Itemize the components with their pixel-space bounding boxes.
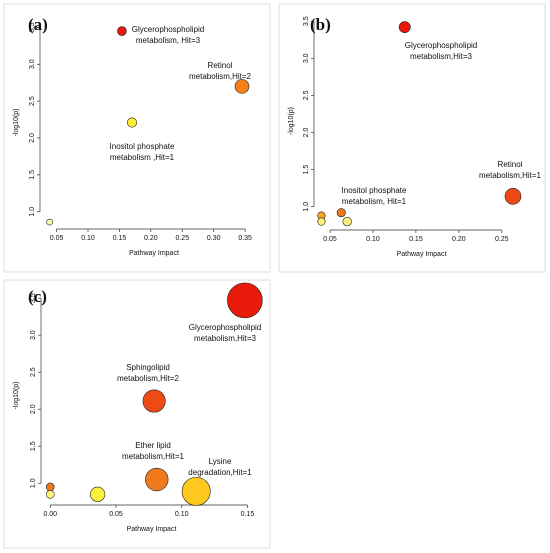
annotation: Glycerophospholipid xyxy=(189,323,262,332)
annotation: metabolism,Hit=3 xyxy=(194,334,257,343)
panel-title: (c) xyxy=(28,287,47,306)
x-tick-label: 0.35 xyxy=(238,235,252,242)
bubble xyxy=(234,79,250,94)
annotation: Inositol phosphate xyxy=(342,186,407,195)
y-tick-label: 1.0 xyxy=(30,478,37,488)
y-axis-label: -log10(p) xyxy=(288,107,295,135)
panel-frame xyxy=(278,3,546,273)
annotation: Inositol phosphate xyxy=(110,142,175,151)
y-tick-label: 3.5 xyxy=(303,16,310,26)
y-tick-label: 3.0 xyxy=(303,53,310,63)
bubble xyxy=(342,216,352,227)
annotation: Glycerophospholipid xyxy=(405,41,478,50)
x-tick-label: 0.15 xyxy=(113,235,127,242)
y-tick-label: 3.0 xyxy=(29,59,36,69)
panel: 0.00 0.05 0.10 0.15 1.0 1.5 2.0 2.5 3.0 3.5 Pathwa… xyxy=(3,279,271,549)
annotation: Lysine xyxy=(209,457,232,466)
x-tick-label: 0.20 xyxy=(144,235,158,242)
annotation: metabolism,Hit=3 xyxy=(410,52,473,61)
y-tick-label: 1.5 xyxy=(29,170,36,180)
y-tick-label: 3.0 xyxy=(30,330,37,340)
bubble xyxy=(398,21,411,34)
x-tick-label: 0.00 xyxy=(43,511,57,518)
y-tick-label: 1.5 xyxy=(30,441,37,451)
panel-title: (b) xyxy=(310,15,331,34)
x-tick-label: 0.20 xyxy=(452,236,466,243)
y-tick-label: 2.5 xyxy=(29,96,36,106)
x-tick-label: 0.30 xyxy=(207,235,221,242)
panel-title: (a) xyxy=(28,15,48,34)
x-tick-label: 0.15 xyxy=(409,236,423,243)
y-tick-label: 3.5 xyxy=(29,22,36,32)
y-axis-label: -log10(p) xyxy=(13,108,20,136)
y-tick-label: 2.0 xyxy=(29,133,36,143)
annotation: Ether lipid xyxy=(135,441,171,450)
bubble xyxy=(181,476,211,506)
x-axis-label: Pathway Impact xyxy=(397,251,447,258)
annotation: metabolism,Hit=2 xyxy=(189,72,252,81)
annotation: metabolism ,Hit=1 xyxy=(110,153,175,162)
bubble xyxy=(90,486,106,502)
annotation: degradation,Hit=1 xyxy=(188,468,252,477)
x-tick-label: 0.25 xyxy=(495,236,509,243)
annotation: metabolism,Hit=1 xyxy=(479,171,542,180)
x-tick-label: 0.10 xyxy=(81,235,95,242)
y-tick-label: 3.5 xyxy=(30,293,37,303)
y-tick-label: 2.5 xyxy=(303,90,310,100)
x-tick-label: 0.10 xyxy=(366,236,380,243)
y-tick-label: 2.0 xyxy=(303,128,310,138)
y-tick-label: 1.5 xyxy=(303,165,310,175)
bubble xyxy=(45,490,55,499)
bubble xyxy=(227,282,263,319)
x-tick-label: 0.05 xyxy=(50,235,64,242)
annotation: metabolism, Hit=3 xyxy=(136,36,201,45)
bubble xyxy=(142,389,166,413)
annotation: Retinol xyxy=(208,61,233,70)
bubble xyxy=(317,217,326,226)
y-tick-label: 2.5 xyxy=(30,367,37,377)
y-tick-label: 1.0 xyxy=(303,202,310,212)
bubble xyxy=(46,218,53,226)
bubble xyxy=(126,117,138,128)
panel: 0.05 0.10 0.15 0.20 0.25 0.30 0.35 1.0 1.5 2.0 2.5… xyxy=(3,3,271,273)
x-tick-label: 0.10 xyxy=(175,511,189,518)
annotation: metabolism,Hit=1 xyxy=(122,452,185,461)
bubble xyxy=(117,26,127,36)
bubble xyxy=(45,482,55,492)
bubble xyxy=(336,208,346,218)
bubble xyxy=(145,467,169,492)
panel-frame xyxy=(3,3,271,273)
x-tick-label: 0.25 xyxy=(175,235,189,242)
annotation: Retinol xyxy=(498,160,523,169)
x-tick-label: 0.15 xyxy=(241,511,255,518)
annotation: metabolism, Hit=1 xyxy=(342,197,407,206)
annotation: Sphingolipid xyxy=(126,363,170,372)
x-axis-label: Pathway Impact xyxy=(129,250,179,257)
panel: 0.05 0.10 0.15 0.20 0.25 1.0 1.5 2.0 2.5 3.0 3.5 Pa… xyxy=(278,3,546,273)
x-axis-label: Pathway Impact xyxy=(127,526,177,533)
panel-frame xyxy=(3,279,271,549)
bubble xyxy=(504,188,522,205)
y-tick-label: 1.0 xyxy=(29,207,36,217)
x-tick-label: 0.05 xyxy=(109,511,123,518)
y-tick-label: 2.0 xyxy=(30,404,37,414)
x-tick-label: 0.05 xyxy=(323,236,337,243)
annotation: Glycerophospholipid xyxy=(132,25,205,34)
y-axis-label: -log10(p) xyxy=(13,381,20,409)
annotation: metabolism,Hit=2 xyxy=(117,374,180,383)
